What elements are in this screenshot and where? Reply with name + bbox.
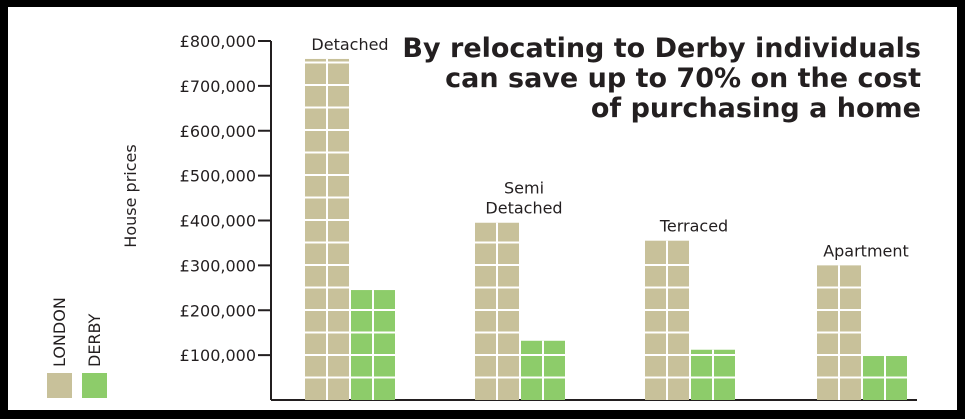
category-label: Semi: [504, 179, 544, 198]
legend-label-london: LONDON: [50, 297, 69, 367]
chart-title-line: of purchasing a home: [591, 93, 921, 124]
legend-swatch-london: [47, 373, 72, 398]
category-label: Detached: [311, 35, 388, 54]
y-tick-label: £200,000: [180, 301, 256, 320]
legend-label-derby: DERBY: [85, 313, 104, 367]
category-label: Terraced: [659, 217, 728, 236]
category-label: Detached: [485, 199, 562, 218]
y-tick-label: £500,000: [180, 167, 256, 186]
bar-london-0: [305, 58, 349, 400]
bar-derby-2: [691, 349, 735, 400]
bar-derby-3: [863, 356, 907, 400]
y-tick-label: £700,000: [180, 77, 256, 96]
bar-london-2: [645, 240, 689, 400]
bar-london-1: [475, 222, 519, 400]
legend-swatch-derby: [82, 373, 107, 398]
bar-london-3: [817, 265, 861, 400]
bar-derby-0: [351, 290, 395, 400]
category-label: Apartment: [823, 241, 909, 260]
y-tick-label: £800,000: [180, 32, 256, 51]
chart-title-line: can save up to 70% on the cost: [445, 63, 921, 94]
y-axis-label: House prices: [121, 144, 140, 247]
y-tick-label: £300,000: [180, 256, 256, 275]
y-tick-label: £100,000: [180, 346, 256, 365]
y-tick-label: £600,000: [180, 122, 256, 141]
y-tick-label: £400,000: [180, 212, 256, 231]
chart-title-line: By relocating to Derby individuals: [402, 33, 921, 64]
bar-derby-1: [521, 340, 565, 400]
